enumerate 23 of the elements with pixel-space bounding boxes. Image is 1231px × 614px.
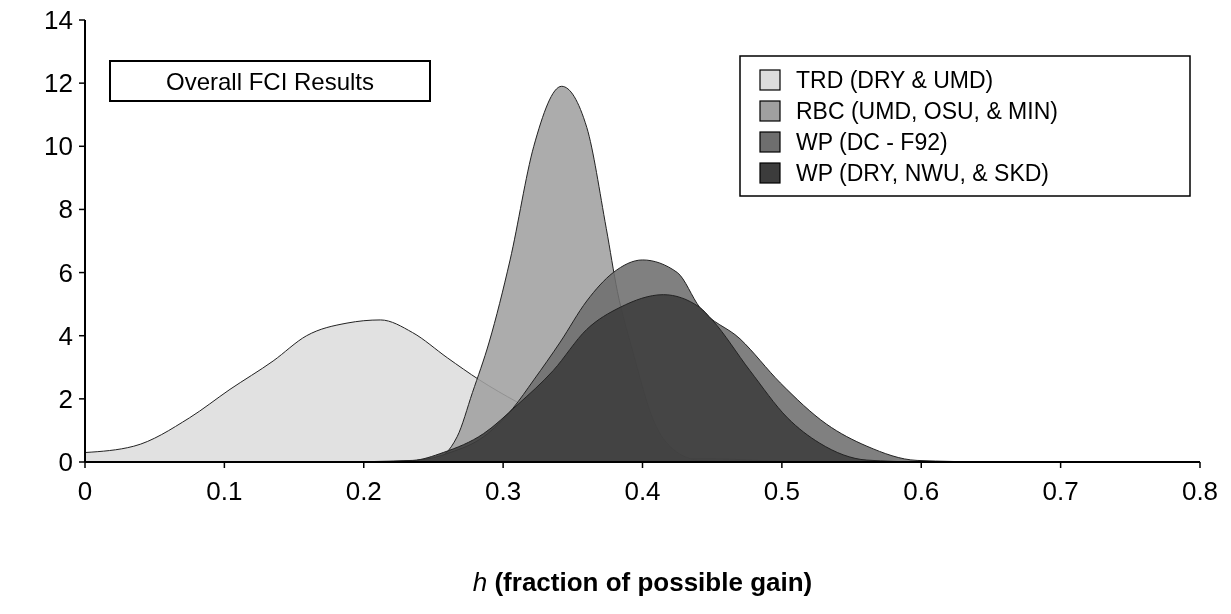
y-tick-label: 12	[44, 68, 73, 99]
legend-label: WP (DC - F92)	[796, 129, 948, 155]
y-tick-label: 8	[58, 194, 73, 225]
y-tick-label: 10	[44, 131, 73, 162]
legend-label: WP (DRY, NWU, & SKD)	[796, 160, 1050, 186]
y-tick-label: 14	[44, 5, 73, 35]
x-tick-label: 0.8	[1181, 476, 1219, 506]
legend-label: TRD (DRY & UMD)	[796, 67, 994, 93]
x-tick-label: 0.1	[206, 476, 243, 506]
x-tick-label: 0.6	[903, 476, 940, 506]
x-tick-label: 0.5	[763, 476, 800, 506]
y-tick-label: 4	[58, 320, 73, 351]
x-tick-label: 0.4	[624, 476, 661, 506]
x-tick-label: 0.3	[485, 476, 522, 506]
text: Overall FCI Results	[165, 68, 375, 95]
x-axis-title: h (fraction of possible gain)	[472, 567, 813, 597]
y-tick-label: 0	[58, 447, 73, 477]
x-tick-label: 0.2	[345, 476, 382, 506]
y-tick-label: 2	[58, 383, 73, 414]
x-tick-label: 0	[77, 476, 93, 506]
y-tick-label: 6	[58, 257, 73, 288]
x-tick-label: 0.7	[1042, 476, 1079, 506]
legend-label: RBC (UMD, OSU, & MIN)	[796, 98, 1058, 124]
